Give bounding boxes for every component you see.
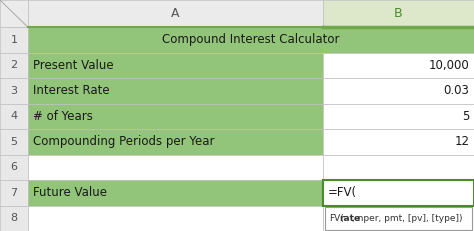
- Bar: [0, 53, 28, 78]
- Text: Future Value: Future Value: [33, 186, 107, 199]
- Text: Compounding Periods per Year: Compounding Periods per Year: [33, 135, 214, 148]
- Text: 8: 8: [10, 213, 18, 223]
- Text: Present Value: Present Value: [33, 59, 113, 72]
- Text: 5: 5: [462, 110, 469, 123]
- Text: 10,000: 10,000: [428, 59, 469, 72]
- Text: 6: 6: [10, 162, 18, 172]
- Text: Compound Interest Calculator: Compound Interest Calculator: [162, 33, 340, 46]
- Text: , nper, pmt, [pv], [type]): , nper, pmt, [pv], [type]): [352, 214, 463, 223]
- Text: 4: 4: [10, 111, 18, 122]
- Text: Interest Rate: Interest Rate: [33, 84, 109, 97]
- Bar: [0, 206, 28, 231]
- Text: FV(: FV(: [329, 214, 344, 223]
- Text: 1: 1: [10, 35, 18, 45]
- Text: 5: 5: [10, 137, 18, 147]
- Bar: [0, 104, 28, 129]
- Text: B: B: [394, 7, 403, 20]
- Bar: [0, 180, 28, 206]
- Text: rate: rate: [339, 214, 361, 223]
- Text: 7: 7: [10, 188, 18, 198]
- Text: 0.03: 0.03: [443, 84, 469, 97]
- Bar: [0, 78, 28, 104]
- Text: 3: 3: [10, 86, 18, 96]
- Text: 12: 12: [454, 135, 469, 148]
- Text: A: A: [171, 7, 180, 20]
- Text: 2: 2: [10, 61, 18, 70]
- Bar: [0, 27, 28, 53]
- Text: # of Years: # of Years: [33, 110, 92, 123]
- Text: =FV(: =FV(: [328, 186, 356, 199]
- Bar: [0, 155, 28, 180]
- Bar: [0, 129, 28, 155]
- Bar: [0, 0, 28, 27]
